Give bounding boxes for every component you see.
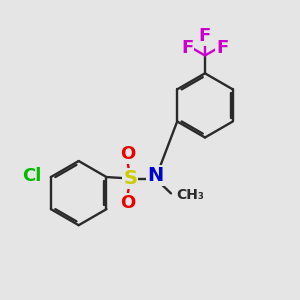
Text: F: F — [199, 27, 211, 45]
Text: F: F — [216, 39, 229, 57]
Text: O: O — [120, 145, 135, 163]
Text: S: S — [123, 169, 137, 188]
Text: F: F — [181, 39, 194, 57]
Text: CH₃: CH₃ — [176, 188, 204, 202]
Text: Cl: Cl — [22, 167, 42, 185]
Text: O: O — [120, 194, 135, 212]
Text: N: N — [147, 166, 164, 185]
